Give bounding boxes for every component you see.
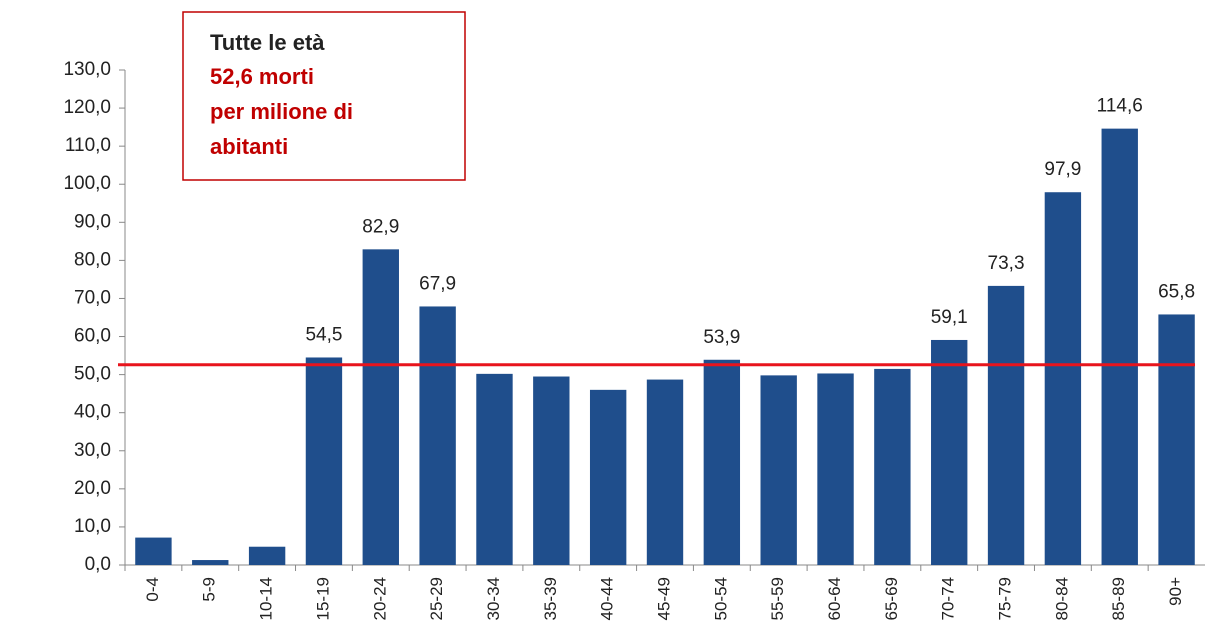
value-label: 82,9 <box>362 216 399 237</box>
x-tick-label: 65-69 <box>882 577 901 620</box>
x-tick-label: 60-64 <box>825 577 844 620</box>
annotation-title: Tutte le età <box>210 30 325 55</box>
bar <box>874 368 911 565</box>
x-tick-label: 20-24 <box>370 577 389 620</box>
bar <box>987 285 1025 565</box>
y-tick-label: 0,0 <box>85 554 111 575</box>
x-tick-label: 5-9 <box>200 577 219 602</box>
x-tick-label: 90+ <box>1166 577 1185 606</box>
value-label: 97,9 <box>1044 159 1081 180</box>
bar <box>533 376 570 565</box>
value-label: 59,1 <box>931 307 968 328</box>
annotation-line: abitanti <box>210 134 288 159</box>
y-tick-label: 30,0 <box>74 440 111 461</box>
x-tick-label: 45-49 <box>654 577 673 620</box>
bar <box>1101 128 1138 565</box>
bar <box>476 373 513 565</box>
bar <box>817 373 854 565</box>
bar <box>589 389 627 565</box>
y-tick-label: 110,0 <box>65 135 111 156</box>
x-tick-label: 40-44 <box>598 577 617 620</box>
bar <box>931 339 968 565</box>
y-tick-label: 90,0 <box>74 211 111 232</box>
y-tick-label: 100,0 <box>63 173 111 194</box>
value-label: 67,9 <box>419 273 456 294</box>
y-tick-label: 130,0 <box>63 59 111 80</box>
y-tick-label: 40,0 <box>74 402 111 423</box>
bar <box>760 375 797 565</box>
x-tick-label: 35-39 <box>541 577 560 620</box>
y-tick-label: 20,0 <box>74 478 111 499</box>
value-label: 53,9 <box>703 327 740 348</box>
y-tick-label: 120,0 <box>63 97 111 118</box>
y-tick-label: 80,0 <box>74 249 111 270</box>
bar <box>646 379 684 565</box>
x-tick-label: 50-54 <box>711 577 730 620</box>
annotation-box <box>182 11 466 181</box>
x-tick-label: 25-29 <box>427 577 446 620</box>
bar <box>362 249 399 566</box>
y-tick-label: 70,0 <box>74 287 111 308</box>
y-tick-label: 10,0 <box>74 516 111 537</box>
bar <box>305 357 343 565</box>
x-tick-label: 55-59 <box>768 577 787 620</box>
x-tick-label: 85-89 <box>1109 577 1128 620</box>
x-tick-label: 15-19 <box>313 577 332 620</box>
bar <box>248 546 286 565</box>
x-tick-label: 10-14 <box>257 577 276 620</box>
value-label: 114,6 <box>1097 96 1143 117</box>
y-tick-label: 60,0 <box>74 326 111 347</box>
bar <box>135 537 172 565</box>
y-tick-label: 50,0 <box>74 364 111 385</box>
bar <box>703 359 741 565</box>
annotation-line: 52,6 morti <box>210 64 314 89</box>
x-tick-label: 80-84 <box>1052 577 1071 620</box>
bar <box>1158 314 1195 565</box>
x-tick-label: 0-4 <box>143 577 162 602</box>
value-label: 65,8 <box>1158 281 1195 302</box>
value-label: 54,5 <box>305 324 342 345</box>
bar <box>419 306 456 565</box>
annotation-line: per milione di <box>210 99 353 124</box>
bar <box>192 560 229 565</box>
x-tick-label: 75-79 <box>996 577 1015 620</box>
value-label: 73,3 <box>988 253 1025 274</box>
bar <box>1044 192 1082 565</box>
x-tick-label: 30-34 <box>484 577 503 620</box>
x-tick-label: 70-74 <box>939 577 958 620</box>
